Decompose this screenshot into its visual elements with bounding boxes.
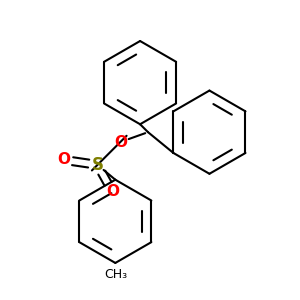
Text: S: S: [92, 156, 104, 174]
Text: O: O: [57, 152, 70, 167]
Text: O: O: [106, 184, 119, 199]
Text: CH₃: CH₃: [104, 268, 127, 281]
Text: O: O: [114, 135, 127, 150]
